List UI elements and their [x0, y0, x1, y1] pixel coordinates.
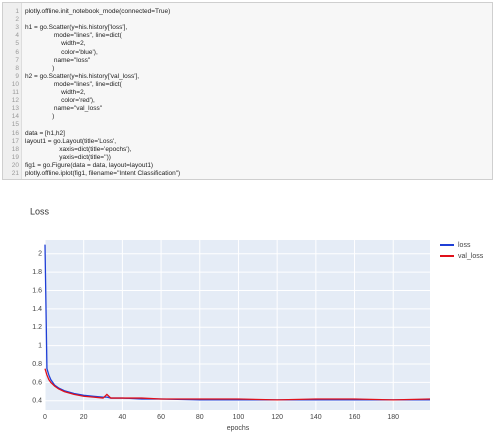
code-line: plotly.offline.iplot(fig1, filename="Int…	[25, 170, 181, 177]
line-number: 2	[15, 16, 19, 24]
line-number: 3	[15, 24, 19, 32]
legend-label: loss	[458, 242, 471, 249]
code-line: h2 = go.Scatter(y=his.history['val_loss'…	[25, 72, 140, 80]
code-line: plotly.offline.init_notebook_mode(connec…	[25, 8, 171, 15]
code-line: h1 = go.Scatter(y=his.history['loss'],	[25, 24, 128, 32]
x-tick-label: 100	[233, 414, 245, 421]
line-number: 19	[11, 153, 19, 161]
code-line: xaxis=dict(title='epochs'),	[25, 145, 132, 153]
line-number: 6	[15, 48, 19, 56]
x-tick-label: 20	[80, 414, 88, 421]
x-axis-title: epochs	[227, 425, 250, 432]
line-number: 9	[15, 72, 19, 80]
line-number: 8	[15, 64, 19, 72]
code-line: mode="lines", line=dict(	[25, 80, 122, 88]
code-line: mode="lines", line=dict(	[25, 32, 122, 40]
x-tick-label: 160	[349, 414, 361, 421]
x-tick-label: 40	[118, 414, 126, 421]
y-tick-label: 1.6	[32, 287, 42, 294]
line-number: 12	[11, 97, 19, 105]
line-number: 18	[11, 145, 19, 153]
line-number: 15	[11, 121, 19, 129]
gutter	[3, 3, 22, 179]
code-line: )	[25, 113, 55, 121]
y-tick-label: 0.6	[32, 379, 42, 386]
code-line: name="val_loss"	[25, 105, 103, 113]
y-tick-label: 1	[38, 343, 42, 350]
x-tick-label: 80	[196, 414, 204, 421]
code-cell: 1 plotly.offline.init_notebook_mode(conne…	[2, 2, 493, 180]
code-line: fig1 = go.Figure(data = data, layout=lay…	[25, 161, 154, 169]
x-tick-label: 60	[157, 414, 165, 421]
code-line: width=2,	[25, 40, 86, 48]
code-line: width=2,	[25, 89, 86, 96]
line-number: 17	[11, 137, 19, 145]
y-tick-label: 1.2	[32, 324, 42, 331]
line-number: 21	[11, 170, 19, 177]
line-number: 10	[11, 80, 19, 88]
code-line: )	[25, 64, 55, 72]
y-tick-label: 0.8	[32, 361, 42, 368]
x-tick-label: 0	[43, 414, 47, 421]
code-line: yaxis=dict(title=''))	[25, 153, 111, 161]
y-tick-label: 0.4	[32, 398, 42, 405]
code-line: name="loss"	[25, 56, 91, 64]
line-number: 16	[11, 129, 19, 137]
line-number: 14	[11, 113, 19, 121]
y-tick-label: 1.8	[32, 269, 42, 276]
y-tick-label: 1.4	[32, 306, 42, 313]
code-line: color='blue'),	[25, 48, 98, 56]
legend-label: val_loss	[458, 253, 484, 260]
series-line	[44, 368, 431, 401]
line-number: 13	[11, 105, 19, 113]
line-number: 5	[15, 40, 19, 48]
line-number: 11	[12, 89, 19, 96]
line-number: 1	[15, 8, 19, 15]
line-number: 20	[11, 161, 19, 169]
line-number: 7	[15, 56, 19, 64]
code-line: color='red'),	[25, 97, 95, 105]
code-line: layout1 = go.Layout(title='Loss',	[25, 137, 117, 145]
y-tick-label: 2	[38, 251, 42, 258]
line-number: 4	[15, 32, 19, 40]
code-line: data = [h1,h2]	[25, 129, 65, 137]
x-tick-label: 120	[271, 414, 283, 421]
chart-title: Loss	[30, 206, 50, 216]
x-tick-label: 140	[310, 414, 322, 421]
plot-background	[45, 240, 430, 410]
x-tick-label: 180	[387, 414, 399, 421]
